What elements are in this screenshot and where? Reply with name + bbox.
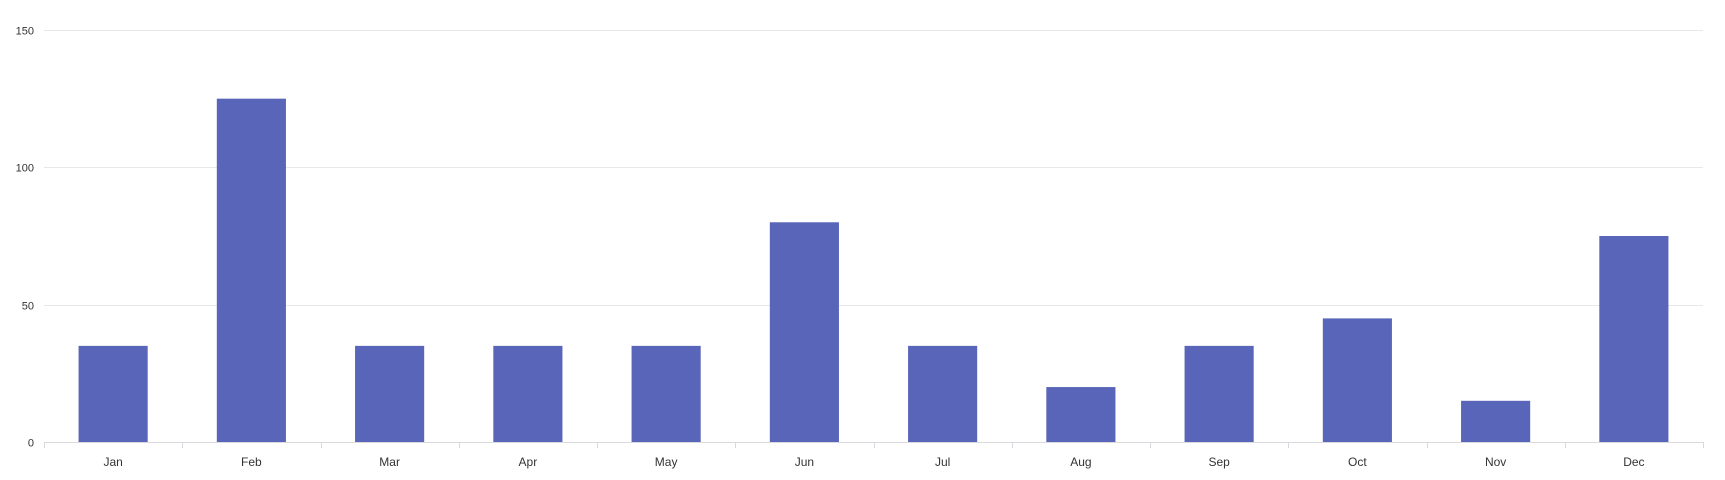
x-axis xyxy=(44,442,1704,448)
x-tick-label: Nov xyxy=(1485,455,1506,469)
bar-may[interactable] xyxy=(631,345,701,442)
bar-dec[interactable] xyxy=(1599,236,1669,442)
x-tick-label: Sep xyxy=(1208,455,1230,469)
y-tick-label: 0 xyxy=(28,438,34,450)
x-tick-label: Dec xyxy=(1623,455,1644,469)
x-tick-label: Feb xyxy=(241,455,262,469)
bar-apr[interactable] xyxy=(493,345,563,442)
x-tick-label: Apr xyxy=(519,455,538,469)
bar-jun[interactable] xyxy=(769,222,839,442)
x-tick-label: Mar xyxy=(379,455,400,469)
bar-sep[interactable] xyxy=(1184,345,1254,442)
x-tick-label: Aug xyxy=(1070,455,1091,469)
y-tick-label: 50 xyxy=(22,301,34,313)
bar-jul[interactable] xyxy=(908,345,978,442)
bar-aug[interactable] xyxy=(1046,387,1116,442)
x-tick-label: Oct xyxy=(1348,455,1367,469)
x-tick-label: May xyxy=(655,455,678,469)
x-tick-label: Jul xyxy=(935,455,950,469)
bar-nov[interactable] xyxy=(1461,400,1531,442)
bar-jan[interactable] xyxy=(78,345,148,442)
x-tick-label: Jan xyxy=(103,455,122,469)
bar-oct[interactable] xyxy=(1322,318,1392,442)
y-tick-label: 150 xyxy=(16,26,34,38)
x-axis-tick-labels: Jan Feb Mar Apr May Jun Jul Aug Sep Oct Nov Dec xyxy=(103,455,1644,469)
x-tick-label: Jun xyxy=(795,455,814,469)
bars xyxy=(78,98,1669,443)
bar-mar[interactable] xyxy=(355,345,425,442)
y-axis-tick-labels: 0 50 100 150 xyxy=(16,26,34,450)
y-tick-label: 100 xyxy=(16,163,34,175)
bar-feb[interactable] xyxy=(216,98,286,443)
gridlines xyxy=(44,30,1703,306)
